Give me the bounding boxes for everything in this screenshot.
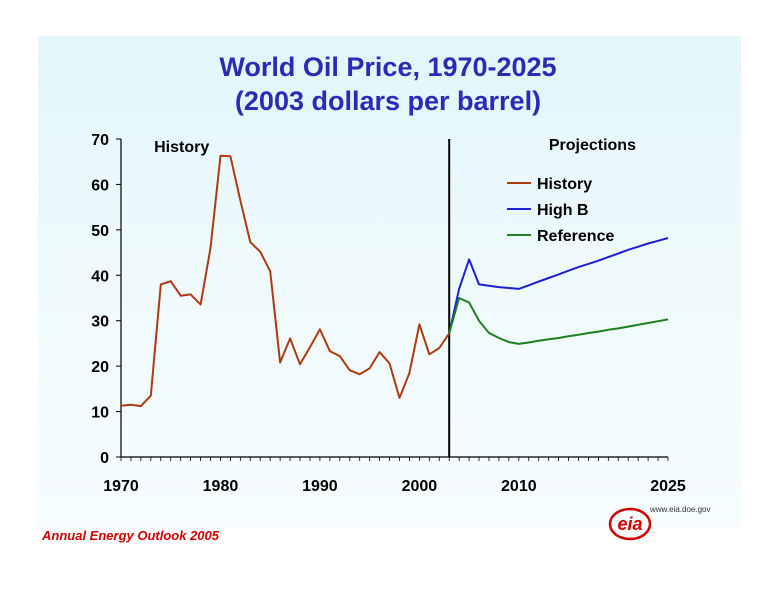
chart-title-block: World Oil Price, 1970-2025 (2003 dollars… <box>0 50 776 118</box>
x-tick-label: 1970 <box>103 478 139 495</box>
series-line-history <box>120 154 451 408</box>
legend-label: High B <box>537 202 589 219</box>
legend-label: History <box>537 176 592 193</box>
y-tick-label: 10 <box>91 405 109 422</box>
logo-url: www.eia.doe.gov <box>650 505 711 514</box>
x-tick-label: 2025 <box>650 478 686 495</box>
y-tick-label: 0 <box>100 450 109 467</box>
eia-logo: eia <box>608 507 652 541</box>
annotation-history: History <box>154 139 209 156</box>
x-tick-label: 2000 <box>402 478 438 495</box>
y-tick-label: 20 <box>91 359 109 376</box>
annotation-projections: Projections <box>549 137 636 154</box>
svg-text:eia: eia <box>617 514 642 534</box>
chart-background-panel <box>38 36 741 528</box>
x-tick-label: 1990 <box>302 478 338 495</box>
y-tick-label: 40 <box>91 268 109 285</box>
series-line-high-b <box>448 237 669 334</box>
chart-subtitle: (2003 dollars per barrel) <box>234 86 542 116</box>
y-tick-label: 60 <box>91 177 109 194</box>
y-tick-label: 70 <box>91 132 109 149</box>
y-tick-label: 50 <box>91 223 109 240</box>
x-tick-label: 1980 <box>203 478 239 495</box>
x-tick-label: 2010 <box>501 478 537 495</box>
legend-label: Reference <box>537 228 614 245</box>
chart-title: World Oil Price, 1970-2025 <box>219 52 557 82</box>
footer-report-name: Annual Energy Outlook 2005 <box>42 528 219 543</box>
series-line-reference <box>448 297 669 345</box>
y-tick-label: 30 <box>91 314 109 331</box>
